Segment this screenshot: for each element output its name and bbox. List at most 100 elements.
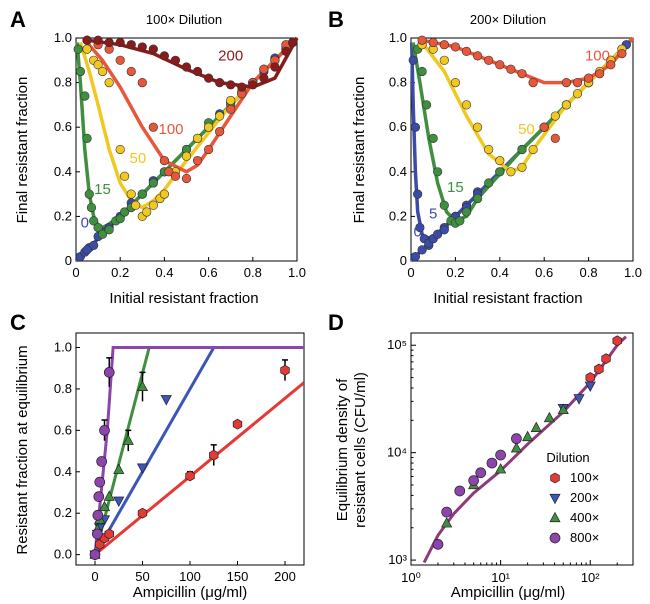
c-point-100× [232, 418, 243, 430]
a-xtick-label: 0.4 [155, 265, 173, 280]
a-ytick-label: 0.6 [54, 119, 72, 134]
a-point-15 [75, 66, 86, 77]
panel-label-c: C [10, 310, 26, 335]
a-point-15 [104, 225, 114, 235]
b-point-50 [484, 144, 494, 155]
a-point-100 [159, 156, 169, 166]
a-point-50 [159, 189, 169, 199]
panel-a-ylabel: Final resistant fraction [14, 77, 31, 224]
legend-marker-200× [549, 493, 561, 505]
a-point-15 [82, 133, 92, 143]
c-point-200× [160, 395, 172, 406]
d-point-800× [495, 449, 506, 461]
panel-label-d: D [328, 310, 344, 335]
b-point-100 [484, 55, 494, 65]
a-point-200 [259, 73, 269, 83]
c-fit-100× [94, 381, 304, 556]
a-point-50 [115, 144, 125, 155]
c-point-400× [103, 490, 115, 501]
b-point-100 [517, 69, 527, 79]
c-ytick-label: 0.4 [54, 464, 72, 479]
c-point-800× [92, 528, 103, 540]
c-fit-800× [93, 346, 304, 555]
panel-a-plot-area: 0 15 50 100 200 [73, 35, 299, 263]
a-point-200 [93, 35, 103, 45]
legend-label-100×: 100× [570, 470, 599, 485]
b-point-0 [417, 245, 427, 255]
a-point-200 [281, 46, 291, 56]
a-curve-label-100: 100 [159, 121, 184, 138]
d-point-400× [495, 463, 507, 474]
d-point-800× [511, 433, 522, 445]
c-ytick-label: 0.8 [54, 381, 72, 396]
c-ytick-label: 0.0 [54, 547, 72, 562]
c-point-800× [99, 425, 110, 436]
b-point-5 [413, 189, 423, 199]
panel-a: 100× Dilution Initial resistant fraction… [14, 12, 306, 307]
panel-c-ticks: 0 50 100 150 200 0.0 0.2 0.4 0.6 0.8 1.0 [54, 340, 296, 585]
panel-d-xlabel: Ampicillin (μg/ml) [451, 584, 566, 601]
a-point-15 [148, 178, 158, 188]
a-point-100 [137, 77, 147, 88]
d-point-400× [441, 517, 453, 528]
d-point-400× [510, 441, 522, 453]
b-point-50 [506, 167, 516, 177]
a-curve-200 [86, 37, 299, 89]
d-point-400× [522, 430, 534, 442]
a-point-50 [142, 207, 152, 217]
c-fit-lines [93, 346, 304, 556]
a-point-100 [170, 171, 181, 181]
a-xtick-label: 0.8 [244, 265, 262, 280]
c-ytick-label: 1.0 [54, 340, 72, 355]
a-point-50 [148, 200, 158, 210]
c-ytick-label: 0.2 [54, 505, 72, 520]
panel-b-xlabel: Initial resistant fraction [433, 290, 582, 307]
b-point-50 [473, 122, 483, 132]
a-point-50 [126, 189, 136, 199]
c-point-100× [137, 507, 148, 519]
a-point-200 [237, 82, 247, 92]
b-xtick-label: 0.6 [535, 265, 553, 280]
panel-c-plot-area [75, 332, 305, 566]
a-point-200 [148, 44, 158, 54]
c-frame [75, 332, 305, 566]
b-point-5 [408, 55, 418, 65]
a-point-200 [192, 66, 203, 77]
a-point-50 [82, 44, 92, 54]
a-point-200 [215, 77, 225, 88]
c-point-800× [93, 491, 105, 502]
b-point-100 [561, 77, 572, 88]
b-point-50 [461, 100, 472, 110]
a-point-50 [120, 171, 130, 181]
b-ytick-label: 0.8 [389, 75, 407, 90]
c-point-800× [94, 476, 106, 488]
c-xtick-label: 200 [274, 569, 296, 584]
d-ytick-label: 10⁵ [387, 337, 407, 352]
a-xtick-label: 0 [72, 265, 79, 280]
a-curve-100 [85, 36, 299, 174]
c-xtick-label: 150 [227, 569, 249, 584]
a-point-200 [170, 55, 181, 65]
d-frame [410, 332, 634, 566]
b-point-5 [410, 122, 421, 132]
b-xtick-label: 0.2 [446, 265, 464, 280]
c-point-200× [136, 463, 149, 474]
c-point-800× [92, 509, 104, 521]
legend-marker-800× [549, 532, 561, 544]
legend-marker-400× [549, 511, 561, 523]
a-point-15 [120, 207, 130, 217]
d-point-200× [573, 394, 585, 405]
legend-label-400×: 400× [570, 510, 599, 525]
a-point-15 [93, 222, 103, 233]
panel-c-ylabel: Resistant fraction at equilibrium [14, 345, 31, 554]
a-ytick-label: 0.4 [54, 164, 72, 179]
b-frame [410, 37, 634, 262]
b-point-15 [417, 66, 427, 77]
a-point-200 [270, 62, 280, 72]
a-point-100 [226, 104, 236, 114]
c-point-100× [185, 470, 195, 482]
a-point-200 [226, 80, 236, 90]
b-point-15 [433, 167, 443, 177]
a-point-100 [148, 122, 158, 132]
d-point-800× [441, 506, 453, 518]
